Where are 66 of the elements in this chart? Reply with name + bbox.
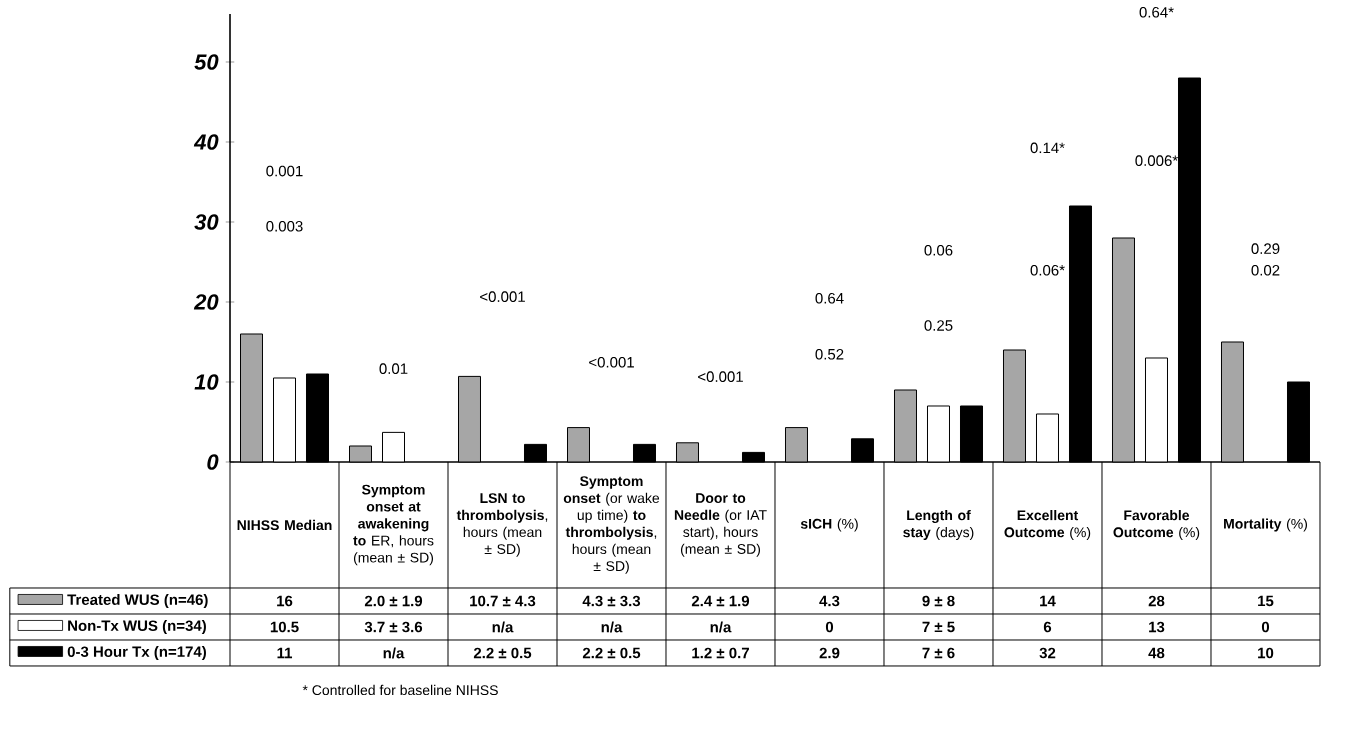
y-tick-label: 0 [207,454,219,470]
y-tick-label: 40 [193,134,219,150]
annotation: 0.001 [266,165,303,177]
data-label: 48 [1148,647,1165,659]
data-label: 32 [1039,647,1056,659]
y-tick-label: 50 [194,54,219,70]
annotation: 0.01 [379,363,408,374]
y-tick-label: 30 [194,214,219,230]
data-label: 6 [1043,621,1052,633]
x-tick-label: sICH (%) [800,518,858,532]
annotation: 0.06* [1030,264,1065,276]
annotation: 0.06 [924,244,953,256]
data-label: 11 [277,647,293,659]
data-label: 10.7 ± 4.3 [470,595,536,607]
data-label: 2.0 ± 1.9 [364,595,423,607]
data-label: 28 [1148,595,1165,607]
annotation: 0.64* [1139,6,1174,18]
annotation: 0.006* [1135,155,1178,166]
data-label: 3.7 ± 3.6 [364,621,423,633]
y-tick-label: 20 [193,294,219,310]
annotation: <0.001 [698,371,743,382]
data-label: 2.2 ± 0.5 [582,647,641,659]
annotation: 0.25 [924,320,953,331]
text: n/a [383,647,405,659]
data-label: 7 ± 6 [922,647,955,659]
annotation: <0.001 [589,356,634,368]
legend-label: 0-3 Hour Tx (n=174) [67,646,206,660]
annotation: <0.001 [480,291,525,302]
x-tick-label: Mortality (%) [1224,518,1308,532]
x-tick-label: Symptom onset at awakening to ER, hours (mean ± SD) [353,484,434,566]
text: n/a [710,621,732,633]
data-label: 1.2 ± 0.7 [692,647,749,659]
text: n/a [492,621,514,633]
data-label: 16 [277,595,293,607]
data-label: 10.5 [270,621,299,633]
data-label: 4.3 [819,595,840,607]
x-tick-label: Favorable Outcome (%) [1113,509,1200,540]
y-tick-label: 10 [194,374,219,390]
legend-label: Non-Tx WUS (n=34) [68,620,206,634]
annotation: 0.64 [815,292,844,304]
x-tick-label: Door to Needle (or IAT start), hours (mean ± SD) [674,493,767,557]
data-label: 4.3 ± 3.3 [582,595,641,607]
text: * Controlled for baseline NIHSS [302,684,498,696]
x-tick-label: NIHSS Median [237,519,332,531]
data-label: 13 [1149,621,1165,633]
data-label: 2.4 ± 1.9 [691,595,750,607]
data-label: 15 [1258,595,1274,607]
data-label: 0 [825,621,834,633]
data-label: 14 [1040,595,1056,607]
data-label: 2.9 [819,647,840,659]
legend-label: Treated WUS (n=46) [67,594,208,608]
x-tick-label: LSN to thrombolysis, hours (mean ± SD) [456,493,548,557]
annotation: 0.52 [815,348,844,360]
data-label: 10 [1258,647,1274,659]
x-tick-label: Excellent Outcome (%) [1004,509,1091,540]
data-label: 2.2 ± 0.5 [473,647,532,659]
annotation: 0.02 [1251,264,1280,276]
data-label: 7 ± 5 [922,621,955,633]
annotation: 0.29 [1251,243,1280,254]
category-label: Symptom onset (or wake up time) to thrombolysis, hours (mean ± SD) [563,476,660,574]
x-tick-label: Length of stay (days) [903,509,974,541]
data-label: 9 ± 8 [922,595,955,607]
text: n/a [601,621,623,633]
annotation: 0.003 [266,220,303,232]
annotation: 0.14* [1030,142,1065,154]
data-label: 0 [1261,621,1270,633]
